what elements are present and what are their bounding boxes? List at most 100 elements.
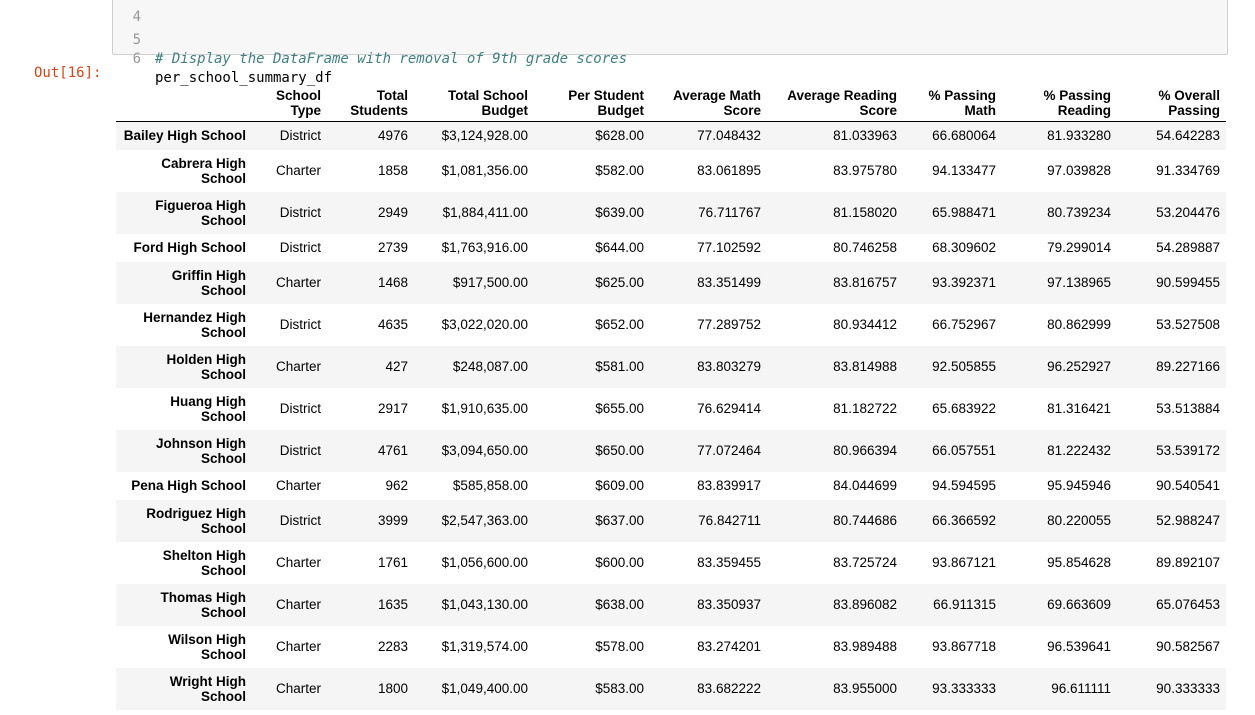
table-cell: District (279, 443, 321, 458)
table-cell: $3,094,650.00 (441, 443, 528, 458)
school-name: Bailey High School (123, 128, 246, 144)
table-row: Bailey High School District 4976 $3,124,928… (116, 121, 1226, 150)
table-cell: 54.642283 (1156, 128, 1220, 144)
row-index-label: Figueroa High School (116, 192, 252, 234)
table-cell: 2949 (377, 205, 408, 220)
school-name: School (200, 450, 246, 466)
table-row: Griffin High School Charter 1468 $917,500.00… (116, 261, 1226, 304)
code-line: 6 per_school_summary_df (113, 31, 332, 86)
table-cell: 90.333333 (1156, 681, 1220, 696)
table-cell: $644.00 (595, 240, 644, 255)
column-header: % Passing Reading (1002, 79, 1117, 122)
table-cell: 83.989488 (833, 639, 897, 654)
column-header-label: Average Reading (787, 88, 897, 103)
table-cell: 81.158020 (833, 205, 897, 220)
column-header: Per Student Budget (534, 79, 650, 122)
table-cell: $1,049,400.00 (441, 681, 528, 696)
table-row: Thomas High School Charter 1635 $1,043,130.0… (116, 583, 1226, 626)
table-cell: District (279, 513, 321, 528)
table-cell: 83.350937 (697, 597, 761, 612)
school-name: School (200, 170, 246, 186)
code-line: 4 (113, 0, 147, 25)
table-cell: 962 (385, 478, 408, 493)
table-cell: 83.803279 (697, 359, 761, 374)
table-cell: $1,319,574.00 (441, 639, 528, 654)
table-cell: $1,884,411.00 (442, 205, 528, 220)
row-index-label: Huang High School (116, 388, 252, 430)
table-cell: $638.00 (595, 597, 644, 612)
row-index-label: Wilson High School (116, 626, 252, 668)
school-name: School (200, 282, 246, 298)
table-cell: $639.00 (595, 205, 644, 220)
code-comment: # Display the DataFrame with removal of … (155, 51, 628, 67)
index-header (116, 79, 252, 122)
column-header: Average Math Score (650, 79, 767, 122)
school-name: Hernandez High (143, 309, 246, 325)
table-cell: 83.351499 (697, 275, 761, 290)
table-cell: $3,022,020.00 (441, 317, 528, 332)
table-cell: 92.505855 (932, 359, 996, 374)
column-header-label: Score (859, 103, 897, 118)
table-row: Hernandez High School District 4635 $3,022,0… (116, 304, 1226, 346)
school-name: Wright High (169, 673, 246, 689)
header-row: School Type Total Students Total School Budge… (116, 79, 1226, 122)
table-cell: $578.00 (595, 639, 644, 654)
table-row: Figueroa High School District 2949 $1,884,41… (116, 191, 1226, 234)
table-cell: 2739 (377, 240, 408, 255)
table-cell: 427 (385, 359, 408, 374)
table-cell: 66.680064 (932, 128, 996, 144)
table-cell: 54.289887 (1156, 240, 1220, 255)
table-cell: 97.138965 (1047, 275, 1111, 290)
table-cell: $1,043,130.00 (441, 597, 528, 612)
column-header-label: % Passing (1043, 88, 1111, 103)
column-header: Total Students (327, 79, 414, 122)
table-cell: $1,056,600.00 (441, 555, 528, 570)
school-name: Shelton High (162, 547, 246, 563)
table-cell: $583.00 (595, 681, 644, 696)
column-header-label: Passing (1168, 103, 1220, 118)
line-number: 6 (132, 51, 141, 67)
table-cell: $655.00 (595, 401, 644, 416)
table-cell: 77.048432 (697, 128, 761, 144)
line-number: 5 (132, 32, 141, 48)
school-name: Ford High School (133, 240, 247, 255)
table-cell: 83.975780 (833, 163, 897, 178)
table-cell: 80.746258 (833, 240, 897, 255)
school-name: Huang High (170, 393, 246, 409)
table-cell: 53.204476 (1156, 205, 1220, 220)
table-cell: 1858 (377, 163, 408, 178)
table-cell: $1,910,635.00 (441, 401, 528, 416)
table-cell: $581.00 (595, 359, 644, 374)
table-row: Cabrera High School Charter 1858 $1,081,356.… (116, 150, 1226, 192)
table-cell: Charter (275, 275, 321, 290)
table-cell: Charter (275, 681, 321, 696)
table-cell: 77.102592 (697, 240, 761, 255)
table-cell: 90.540541 (1156, 478, 1220, 493)
column-header-label: % Passing (928, 88, 996, 103)
table-cell: 96.252927 (1047, 359, 1111, 374)
table-cell: $248,087.00 (452, 359, 528, 374)
table-cell: 79.299014 (1047, 240, 1111, 255)
column-header-label: Total School (448, 88, 528, 103)
table-cell: 91.334769 (1156, 163, 1220, 178)
column-header: Average Reading Score (767, 79, 903, 122)
table-row: Wright High School Charter 1800 $1,049,400.0… (116, 667, 1226, 710)
column-header-label: Per Student (568, 88, 644, 103)
code-line: 5 # Display the DataFrame with removal o… (113, 12, 627, 67)
school-name: School (200, 212, 246, 228)
column-header-label: Math (964, 103, 997, 118)
column-header: % Passing Math (903, 79, 1002, 122)
column-header-label: Type (290, 103, 321, 118)
table-cell: 96.611111 (1051, 681, 1111, 696)
school-name: School (200, 366, 246, 382)
table-cell: 53.513884 (1156, 401, 1220, 416)
table-cell: 93.333333 (932, 681, 996, 696)
table-cell: 4761 (377, 443, 408, 458)
code-cell[interactable]: 4 5 # Display the DataFrame with removal… (112, 0, 1228, 86)
column-header-label: Score (723, 103, 761, 118)
school-name: Thomas High (160, 589, 246, 605)
table-cell: 1468 (377, 275, 408, 290)
table-cell: Charter (275, 555, 321, 570)
table-cell: 93.392371 (932, 275, 996, 290)
table-cell: 84.044699 (833, 478, 897, 493)
